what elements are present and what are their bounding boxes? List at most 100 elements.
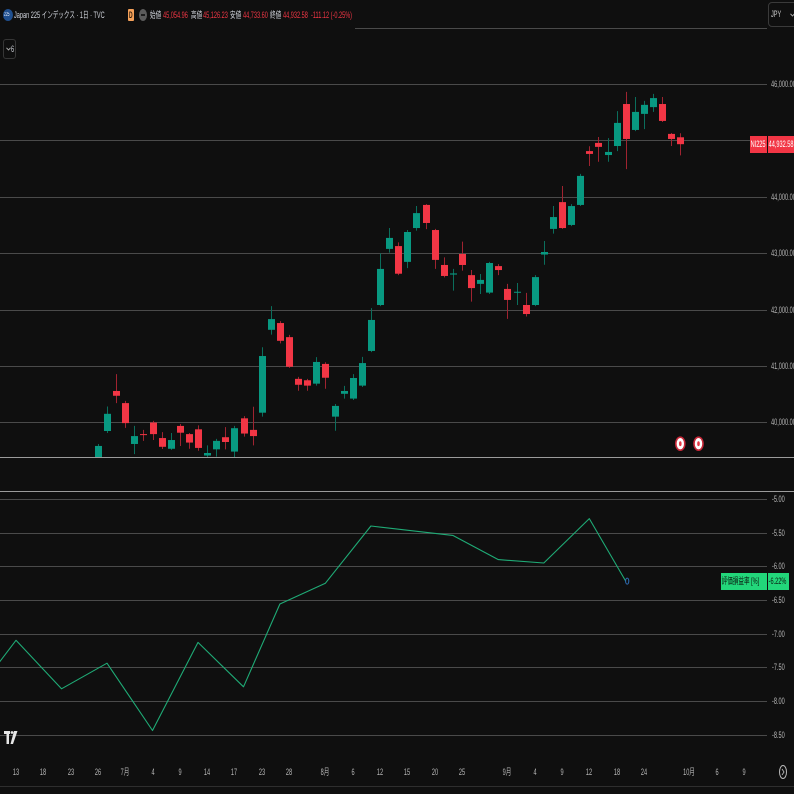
time-axis-label: 23 [258, 767, 265, 777]
candle-up[interactable] [650, 93, 657, 112]
candle-up[interactable] [168, 432, 175, 450]
candle-down[interactable] [432, 228, 439, 269]
candle-down[interactable] [286, 334, 293, 368]
delayed-data-badge[interactable]: D [128, 9, 134, 21]
candle-up[interactable] [450, 268, 457, 291]
candle-down[interactable] [113, 374, 120, 404]
candle-up[interactable] [404, 230, 411, 269]
candle-body [504, 288, 511, 300]
candle-down[interactable] [159, 432, 166, 450]
candle-down[interactable] [468, 270, 475, 302]
candle-down[interactable] [177, 423, 184, 446]
candle-up[interactable] [541, 241, 548, 265]
candle-down[interactable] [304, 378, 311, 391]
candle-body [286, 337, 293, 367]
candle-up[interactable] [614, 111, 621, 152]
japan-225-logo-icon[interactable]: 225 [3, 9, 13, 21]
candle-down[interactable] [459, 241, 466, 271]
candle-body [359, 363, 366, 386]
candle-up[interactable] [259, 347, 266, 417]
candle-down[interactable] [677, 133, 684, 156]
candle-up[interactable] [213, 438, 220, 457]
time-axis-label: 26 [94, 767, 101, 777]
pnl-line-series[interactable] [0, 518, 630, 732]
candle-up[interactable] [313, 357, 320, 386]
candle-down[interactable] [186, 432, 193, 449]
candle-down[interactable] [241, 416, 248, 437]
candle-down[interactable] [295, 376, 302, 391]
candle-body [441, 264, 448, 276]
candle-up[interactable] [341, 385, 348, 399]
candle-down[interactable] [504, 283, 511, 319]
candle-down[interactable] [559, 186, 566, 229]
candle-body [122, 403, 129, 424]
candle-down[interactable] [250, 406, 257, 446]
candle-up[interactable] [332, 403, 339, 431]
candle-body [605, 151, 612, 156]
candle-down[interactable] [586, 146, 593, 167]
candle-body [477, 279, 484, 284]
event-marker-icon[interactable] [693, 436, 704, 452]
candle-up[interactable] [104, 406, 111, 433]
candle-up[interactable] [568, 204, 575, 227]
candle-down[interactable] [140, 429, 147, 441]
candle-up[interactable] [532, 275, 539, 307]
market-closed-icon[interactable] [139, 9, 147, 21]
candle-down[interactable] [495, 264, 502, 276]
time-axis-label: 17 [231, 767, 238, 777]
candle-down[interactable] [195, 425, 202, 451]
candle-down[interactable] [623, 91, 630, 170]
candle-up[interactable] [477, 273, 484, 295]
candle-down[interactable] [277, 321, 284, 344]
candle-up[interactable] [268, 306, 275, 335]
candle-body [423, 204, 430, 223]
candle-down[interactable] [668, 133, 675, 147]
candle-down[interactable] [122, 400, 129, 428]
pnl-axis-label: -8.50 [772, 729, 785, 740]
candlestick-series[interactable] [95, 91, 684, 465]
candle-up[interactable] [577, 173, 584, 207]
candle-body [131, 436, 138, 444]
candle-body [413, 213, 420, 229]
candle-up[interactable] [350, 374, 357, 401]
candle-up[interactable] [550, 206, 557, 234]
tradingview-logo-icon[interactable] [4, 730, 18, 745]
candle-down[interactable] [395, 242, 402, 276]
candle-up[interactable] [95, 443, 102, 465]
candle-up[interactable] [359, 356, 366, 388]
candle-body [341, 390, 348, 394]
candle-down[interactable] [222, 427, 229, 450]
event-markers[interactable] [674, 436, 704, 452]
indicators-toggle-button[interactable]: 6 [3, 39, 16, 59]
candle-up[interactable] [413, 206, 420, 231]
candle-up[interactable] [641, 100, 648, 130]
candle-down[interactable] [322, 362, 329, 389]
candle-up[interactable] [231, 425, 238, 457]
candle-up[interactable] [386, 228, 393, 253]
event-marker-icon[interactable] [674, 436, 686, 452]
candle-up[interactable] [204, 445, 211, 458]
candle-up[interactable] [632, 96, 639, 132]
symbol-title[interactable]: Japan 225 インデックス · 1日 · TVC [14, 10, 105, 20]
candle-down[interactable] [423, 204, 430, 230]
candle-up[interactable] [605, 138, 612, 162]
candle-body [459, 253, 466, 265]
open-label: 始値 [150, 10, 162, 20]
candle-body [231, 428, 238, 452]
candle-up[interactable] [514, 283, 521, 306]
candle-down[interactable] [595, 136, 602, 162]
candle-up[interactable] [486, 261, 493, 295]
candle-body [150, 422, 157, 435]
candle-down[interactable] [150, 420, 157, 441]
candle-down[interactable] [523, 292, 530, 317]
currency-button[interactable]: JPY [768, 2, 794, 27]
candle-up[interactable] [377, 253, 384, 307]
pnl-axis-label: -8.00 [772, 695, 785, 706]
candle-down[interactable] [441, 257, 448, 278]
candle-up[interactable] [368, 308, 375, 353]
time-settings-icon[interactable] [778, 764, 788, 780]
candle-down[interactable] [659, 96, 666, 123]
pnl-line[interactable] [0, 518, 627, 732]
candle-up[interactable] [131, 425, 138, 455]
